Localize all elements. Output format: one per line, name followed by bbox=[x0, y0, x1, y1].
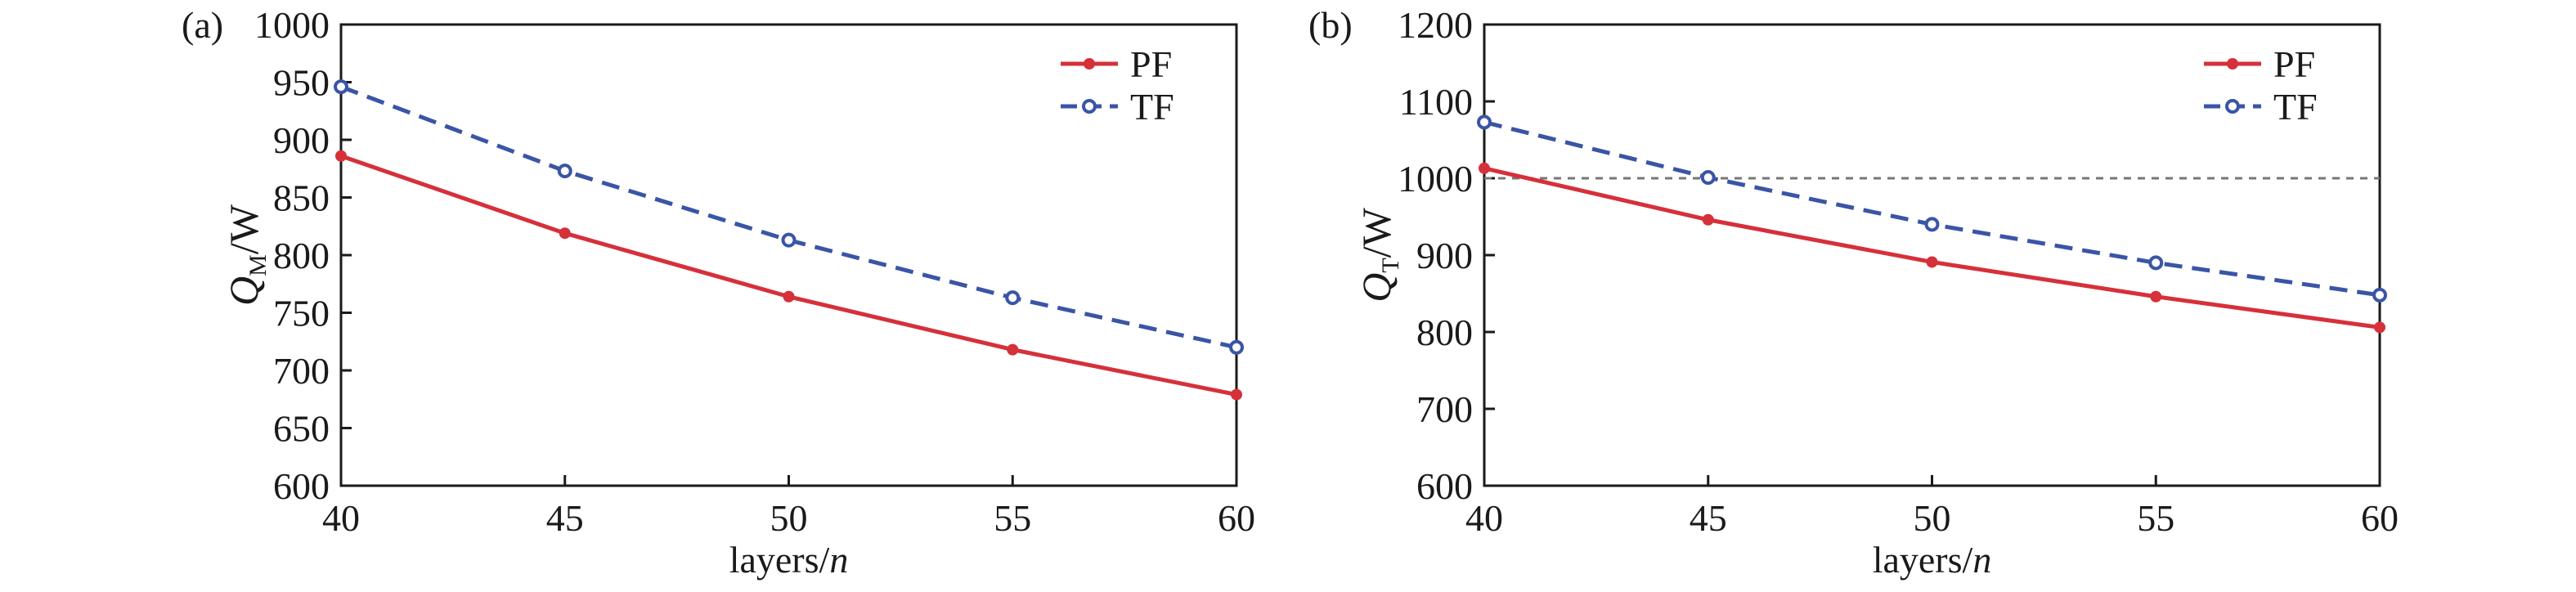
y-axis-title-unit: /W bbox=[1353, 207, 1399, 258]
y-tick-label: 600 bbox=[1416, 465, 1473, 507]
x-tick-label: 55 bbox=[2137, 497, 2174, 539]
x-tick-label: 45 bbox=[546, 497, 584, 539]
x-axis-title-text: layers/ bbox=[729, 539, 830, 581]
data-point-pf bbox=[1702, 213, 1714, 226]
y-tick-label: 900 bbox=[273, 119, 330, 161]
data-point-tf bbox=[781, 232, 797, 248]
legend-label-tf: TF bbox=[2273, 86, 2318, 128]
data-point-tf bbox=[1924, 217, 1940, 232]
x-tick-label: 40 bbox=[1465, 497, 1503, 539]
y-tick-label: 850 bbox=[273, 177, 330, 219]
y-tick-label: 900 bbox=[1416, 235, 1473, 276]
series-line-tf bbox=[340, 84, 1237, 350]
y-tick-label: 800 bbox=[273, 235, 330, 276]
data-point-tf bbox=[1229, 339, 1244, 355]
x-axis-title-variable: n bbox=[1972, 539, 1991, 581]
legend-marker-pf bbox=[2227, 58, 2238, 70]
legend-label-pf: PF bbox=[1130, 43, 1172, 85]
y-axis-title-subscript: T bbox=[1377, 258, 1404, 272]
plot-frame bbox=[339, 23, 1238, 487]
y-tick-label: 600 bbox=[273, 465, 330, 507]
y-tick-label: 1000 bbox=[254, 4, 330, 46]
data-point-pf bbox=[1926, 256, 1938, 268]
x-tick-label: 60 bbox=[2361, 497, 2399, 539]
y-tick-label: 1200 bbox=[1398, 4, 1473, 46]
data-point-tf bbox=[334, 79, 348, 95]
data-point-tf bbox=[1005, 290, 1021, 306]
x-tick-label: 60 bbox=[1218, 497, 1255, 539]
y-axis-title: QT/W bbox=[1353, 207, 1404, 302]
data-point-tf bbox=[1477, 114, 1492, 130]
series-line-tf bbox=[1483, 119, 2381, 298]
y-tick-label: 1100 bbox=[1399, 81, 1473, 123]
x-axis-title: layers/n bbox=[1873, 539, 1992, 581]
data-point-pf bbox=[2374, 321, 2385, 334]
y-tick-label: 1000 bbox=[1398, 158, 1473, 200]
y-tick-label: 800 bbox=[1416, 312, 1473, 353]
legend-marker-pf bbox=[1084, 58, 1095, 70]
y-tick-label: 950 bbox=[273, 62, 330, 104]
y-axis-title: QM/W bbox=[221, 204, 272, 306]
panel-label: (a) bbox=[182, 4, 223, 46]
data-point-pf bbox=[1231, 388, 1242, 401]
x-tick-label: 50 bbox=[770, 497, 808, 539]
x-axis-title-text: layers/ bbox=[1873, 539, 1973, 581]
x-tick-label: 50 bbox=[1914, 497, 1951, 539]
legend-marker-tf bbox=[1082, 99, 1097, 114]
data-point-pf bbox=[783, 290, 795, 303]
y-tick-label: 750 bbox=[273, 293, 330, 334]
data-point-tf bbox=[557, 164, 572, 179]
data-point-pf bbox=[2150, 290, 2162, 303]
y-tick-label: 700 bbox=[273, 350, 330, 392]
data-point-tf bbox=[2372, 287, 2387, 303]
chart-panel-a: 600 650 700 750 800 850 900 950 1000 40 45 50 55 60 la… bbox=[182, 4, 1255, 581]
data-point-pf bbox=[335, 150, 347, 162]
data-point-pf bbox=[559, 227, 571, 240]
x-tick-label: 45 bbox=[1690, 497, 1727, 539]
data-point-tf bbox=[2148, 255, 2164, 271]
data-point-pf bbox=[1479, 162, 1490, 174]
panel-label: (b) bbox=[1308, 4, 1353, 46]
y-axis-title-unit: /W bbox=[221, 204, 267, 254]
y-axis-title-symbol: Q bbox=[1353, 273, 1399, 303]
x-axis-title-variable: n bbox=[829, 539, 848, 581]
y-tick-label: 650 bbox=[273, 408, 330, 450]
legend-label-pf: PF bbox=[2273, 43, 2315, 85]
plot-frame bbox=[1483, 23, 2381, 487]
series-line-pf bbox=[1483, 166, 2381, 330]
y-axis-title-symbol: Q bbox=[221, 276, 267, 306]
x-tick-label: 55 bbox=[994, 497, 1031, 539]
x-tick-label: 40 bbox=[322, 497, 360, 539]
data-point-pf bbox=[1007, 343, 1019, 356]
y-tick-label: 700 bbox=[1416, 388, 1473, 430]
legend-marker-tf bbox=[2225, 99, 2240, 114]
y-axis-title-subscript: M bbox=[245, 254, 272, 276]
legend-label-tf: TF bbox=[1130, 86, 1174, 128]
chart-panel-b: 600 700 800 900 1000 1100 1200 40 45 50 55 60 layers… bbox=[1308, 4, 2399, 581]
x-axis-title: layers/n bbox=[729, 539, 849, 581]
data-point-tf bbox=[1700, 170, 1716, 186]
series-line-pf bbox=[340, 154, 1237, 397]
